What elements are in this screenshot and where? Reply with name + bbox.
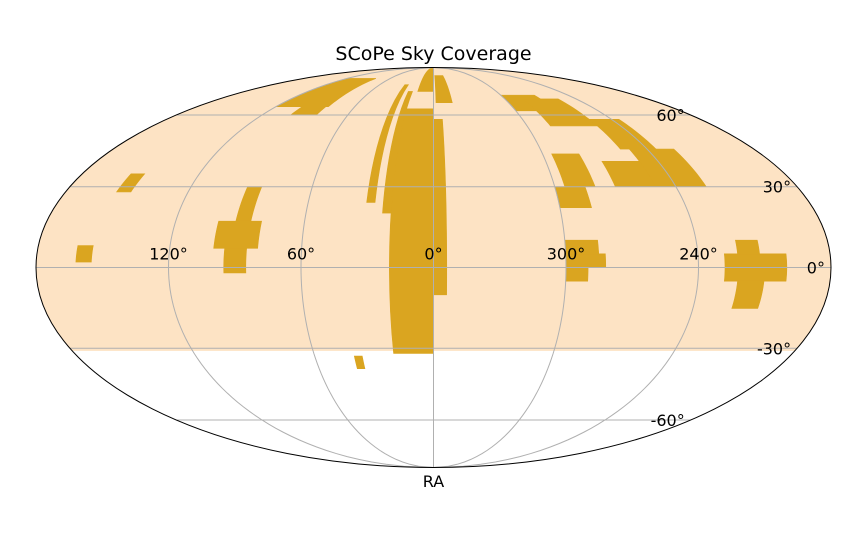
coverage-region-5 <box>366 84 410 203</box>
coverage-regions-layer <box>75 67 788 370</box>
grid-meridian <box>433 67 567 468</box>
coverage-region-9 <box>223 248 247 274</box>
dec-tick-label: 30° <box>763 178 791 197</box>
dec-tick-label: -30° <box>757 339 791 358</box>
coverage-region-20 <box>521 98 599 127</box>
grid-layer <box>36 67 831 468</box>
coverage-region-12 <box>75 245 94 263</box>
x-axis-label: RA <box>423 472 444 491</box>
dec-tick-label: 0° <box>807 259 825 278</box>
coverage-region-8 <box>213 220 263 249</box>
coverage-region-26 <box>735 239 760 255</box>
tick-label-layer: 120° 60° 0° 300° 240° 60° 30° 0° -30° -60° <box>149 106 825 430</box>
grid-meridian <box>167 67 434 468</box>
ra-tick-label: 300° <box>547 245 586 264</box>
dec-tick-label: -60° <box>651 411 685 430</box>
coverage-region-14 <box>565 267 589 282</box>
ra-tick-label: 120° <box>149 245 188 264</box>
chart-title: SCoPe Sky Coverage <box>335 43 531 65</box>
grid-meridian <box>433 67 700 468</box>
coverage-region-1 <box>382 91 413 214</box>
coverage-region-6 <box>353 355 366 370</box>
grid-meridian <box>300 67 434 468</box>
coverage-region-4 <box>434 75 453 104</box>
ra-tick-label: 60° <box>287 245 315 264</box>
coverage-region-25 <box>731 280 765 309</box>
ra-tick-label: 0° <box>424 245 442 264</box>
ra-tick-label: 240° <box>679 245 718 264</box>
coverage-region-13 <box>116 173 146 193</box>
coverage-region-17 <box>554 186 592 209</box>
map-border <box>35 67 832 468</box>
dec-tick-label: 60° <box>656 106 684 125</box>
